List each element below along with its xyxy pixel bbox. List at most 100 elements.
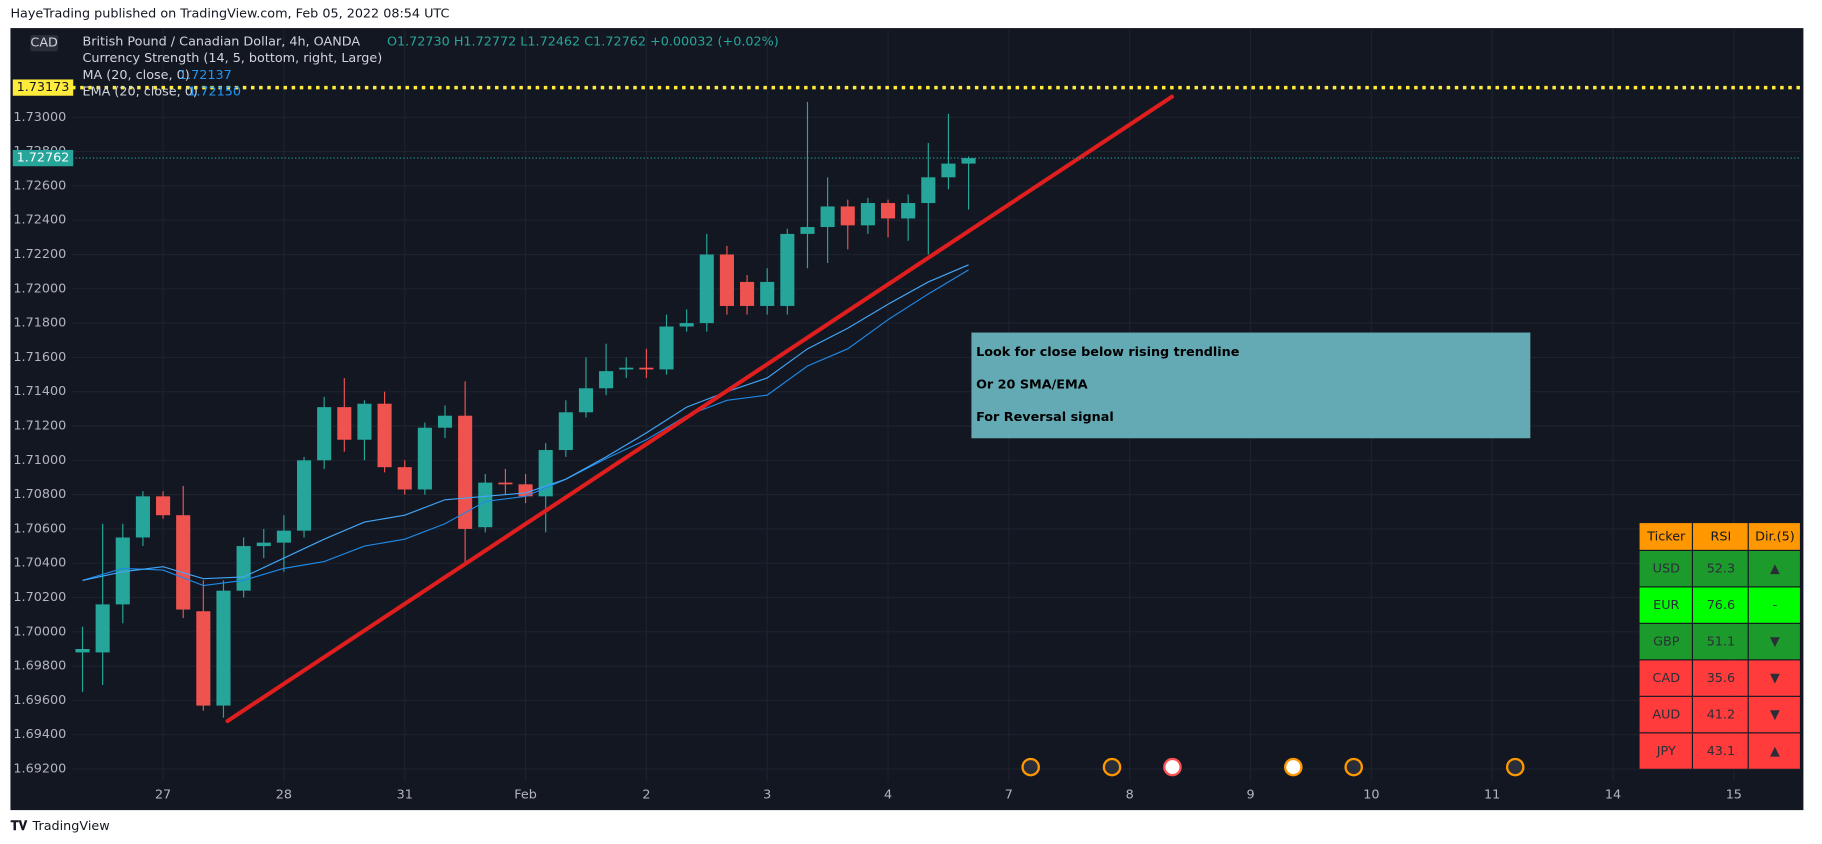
candle-body: [276, 530, 291, 543]
candle-body: [558, 412, 573, 451]
candle-body: [156, 496, 171, 516]
candle-body: [95, 604, 110, 653]
table-header-cell: [1693, 523, 1748, 550]
legend-entry: EMA (20, close, 0): [83, 84, 198, 99]
table-header: RSI: [1711, 530, 1732, 545]
table-cell-text: ▲: [1770, 562, 1780, 577]
x-tick-label: 31: [397, 787, 413, 802]
x-tick-label: 7: [1005, 787, 1013, 802]
table-cell: [1639, 550, 1692, 587]
indicator-label: Currency Strength (14, 5, bottom, right,…: [83, 51, 383, 66]
candle-body: [256, 542, 271, 547]
annotation-text: Look for close below rising trendline: [976, 345, 1240, 360]
candle-body: [498, 482, 513, 485]
y-tick-label: 1.69600: [13, 693, 66, 708]
y-tick-label: 1.72600: [13, 178, 66, 193]
legend-value: 1.72150: [188, 84, 241, 99]
x-tick-label: 14: [1605, 787, 1621, 802]
x-tick-label: Feb: [514, 787, 537, 802]
y-tick-label: 1.73000: [13, 110, 66, 125]
candle-body: [760, 281, 775, 306]
candle-body: [458, 415, 473, 529]
x-tick-label: 11: [1484, 787, 1500, 802]
table-cell: [1693, 587, 1748, 623]
event-icon[interactable]: [1344, 757, 1364, 777]
legend-value: 1.72137: [179, 68, 232, 83]
table-cell-text: ▼: [1770, 708, 1780, 723]
x-tick-label: 3: [763, 787, 771, 802]
x-tick-label: 2: [642, 787, 650, 802]
table-cell: [1693, 696, 1748, 733]
table-cell-text: ▲: [1770, 744, 1780, 759]
candle-body: [860, 203, 875, 226]
table-cell-text: USD: [1653, 562, 1680, 577]
table-cell-text: 51.1: [1707, 635, 1735, 650]
event-icon[interactable]: [1021, 757, 1040, 777]
ohlc-values: O1.72730 H1.72772 L1.72462 C1.72762 +0.0…: [387, 35, 779, 50]
candle-body: [337, 407, 352, 440]
table-cell-text: 43.1: [1707, 744, 1735, 759]
candle-body: [880, 203, 896, 219]
candle-body: [820, 206, 835, 228]
candle-body: [740, 281, 755, 306]
candle-body: [437, 415, 453, 428]
candle-body: [639, 367, 654, 370]
table-header-cell: [1748, 523, 1800, 550]
candle-body: [236, 546, 251, 591]
table-cell: [1748, 587, 1800, 623]
price-label-box: [12, 149, 74, 167]
table-header-cell: [1639, 523, 1692, 550]
table-cell-text: CAD: [1653, 671, 1681, 686]
table-cell-text: -: [1773, 598, 1778, 613]
table-cell-text: ▼: [1770, 671, 1780, 686]
candle-body: [719, 254, 734, 306]
x-tick-label: 28: [276, 787, 292, 802]
price-label: 1.72762: [17, 151, 70, 166]
table-cell: [1693, 550, 1748, 587]
candle-body: [216, 590, 231, 706]
table-cell: [1639, 623, 1692, 660]
candle-body: [780, 233, 795, 306]
publish-header: HayeTrading published on TradingView.com…: [10, 7, 449, 22]
x-tick-label: 15: [1726, 787, 1742, 802]
table-cell-text: 41.2: [1707, 708, 1735, 723]
y-tick-label: 1.70000: [13, 624, 66, 639]
table-cell: [1693, 733, 1748, 769]
symbol-title: British Pound / Canadian Dollar, 4h, OAN…: [83, 35, 361, 50]
candle-body: [840, 206, 855, 226]
chart-panel: [10, 28, 1804, 811]
price-label: 1.73173: [17, 80, 70, 95]
table-cell-text: JPY: [1656, 744, 1676, 759]
plot: 1.69200 1.69400 1.69600 1.69800 1.70000 1.702…: [12, 28, 1802, 802]
candle-body: [115, 537, 130, 605]
candle-body: [679, 323, 694, 327]
candle-body: [800, 227, 815, 234]
table-header: Ticker: [1646, 530, 1686, 545]
event-icon[interactable]: [1163, 757, 1182, 777]
table-cell: [1693, 623, 1748, 660]
y-tick-label: 1.72000: [13, 281, 66, 296]
event-icon[interactable]: [1102, 757, 1122, 777]
event-icon[interactable]: [1505, 757, 1525, 777]
candle-body: [478, 482, 493, 528]
footer-brand: TradingView: [32, 819, 110, 834]
event-icon[interactable]: [1283, 757, 1303, 777]
svg-text:𝐓𝐕: 𝐓𝐕: [10, 819, 27, 834]
x-tick-label: 9: [1246, 787, 1254, 802]
candle-body: [135, 496, 150, 538]
x-tick-label: 8: [1126, 787, 1134, 802]
currency-badge: [30, 35, 59, 52]
table-cell: [1748, 696, 1800, 733]
table-cell-text: 35.6: [1707, 671, 1735, 686]
candle-body: [961, 158, 976, 164]
y-tick-label: 1.71400: [13, 384, 66, 399]
y-tick-label: 1.71600: [13, 350, 66, 365]
table-cell: [1748, 550, 1800, 587]
candle-body: [417, 427, 432, 490]
candle-body: [659, 326, 674, 370]
table-cell: [1639, 733, 1692, 769]
table-cell: [1748, 660, 1800, 696]
